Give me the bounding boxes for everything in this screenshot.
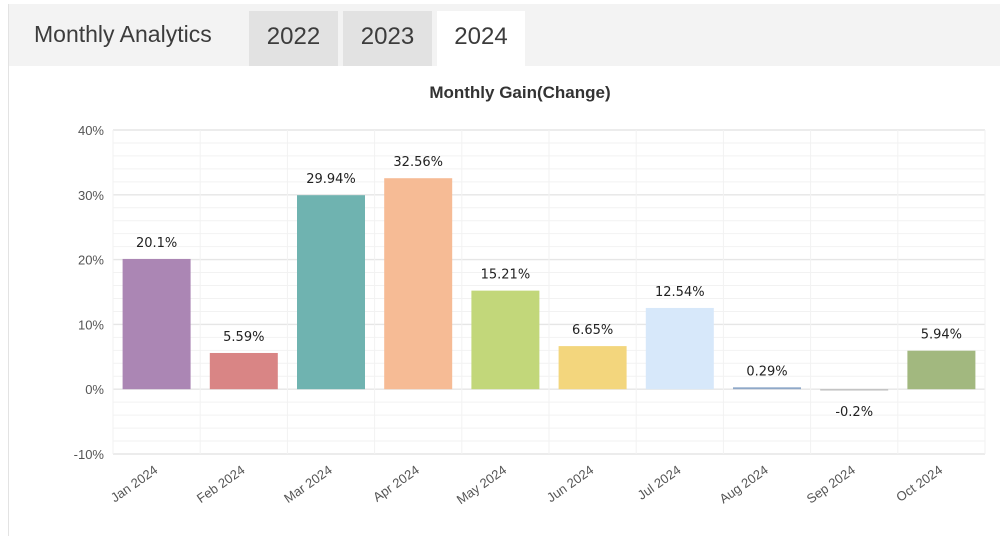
y-tick-label: 0%: [85, 382, 104, 397]
data-label: 5.59%: [223, 330, 264, 345]
tab-2023[interactable]: 2023: [343, 11, 432, 66]
widget-title: Monthly Analytics: [34, 21, 212, 47]
y-tick-label: -10%: [74, 447, 105, 462]
bar: [645, 307, 714, 390]
x-tick-label: Apr 2024: [370, 462, 422, 505]
data-label: 12.54%: [655, 285, 705, 300]
x-tick-label: May 2024: [454, 462, 509, 507]
data-label: 20.1%: [136, 236, 177, 251]
y-tick-label: 10%: [78, 317, 104, 332]
bar: [558, 346, 627, 390]
bar: [384, 178, 453, 390]
bar: [820, 389, 889, 391]
data-label: 29.94%: [306, 172, 356, 187]
bar: [122, 258, 191, 390]
x-axis: Jan 2024 Feb 2024 Mar 2024 Apr 2024 May 2024…: [108, 462, 945, 507]
x-tick-label: Jun 2024: [544, 462, 596, 505]
bar: [297, 195, 365, 390]
bar: [209, 352, 278, 390]
y-tick-label: 40%: [78, 123, 104, 138]
chart-title: Monthly Gain(Change): [429, 83, 610, 102]
x-tick-label: Mar 2024: [281, 462, 335, 506]
data-label: -0.2%: [835, 405, 873, 420]
x-tick-label: Jan 2024: [108, 462, 160, 505]
data-label: 15.21%: [481, 268, 531, 283]
data-label: 32.56%: [393, 155, 443, 170]
data-label: 6.65%: [572, 323, 613, 338]
y-tick-label: 20%: [78, 253, 104, 268]
data-labels: 20.1% 5.59% 29.94% 32.56% 15.21% 6.65% 12.54% 0…: [136, 155, 962, 420]
y-tick-label: 30%: [78, 188, 104, 203]
bar: [907, 350, 976, 390]
x-tick-label: Aug 2024: [717, 462, 771, 506]
data-label: 5.94%: [921, 328, 962, 343]
tab-2022[interactable]: 2022: [249, 11, 338, 66]
data-label: 0.29%: [746, 364, 787, 379]
bar: [733, 387, 801, 390]
chart-grid: [112, 129, 986, 455]
widget-header: Monthly Analytics 2022 2023 2024: [9, 4, 1000, 66]
bar: [471, 290, 540, 390]
x-tick-label: Sep 2024: [804, 462, 858, 506]
bar-series: [122, 178, 976, 391]
x-tick-label: Jul 2024: [635, 462, 684, 502]
tab-2024[interactable]: 2024: [437, 11, 525, 66]
x-tick-label: Oct 2024: [893, 462, 945, 505]
y-axis: 40% 30% 20% 10% 0% -10%: [74, 123, 105, 462]
x-tick-label: Feb 2024: [194, 462, 248, 506]
